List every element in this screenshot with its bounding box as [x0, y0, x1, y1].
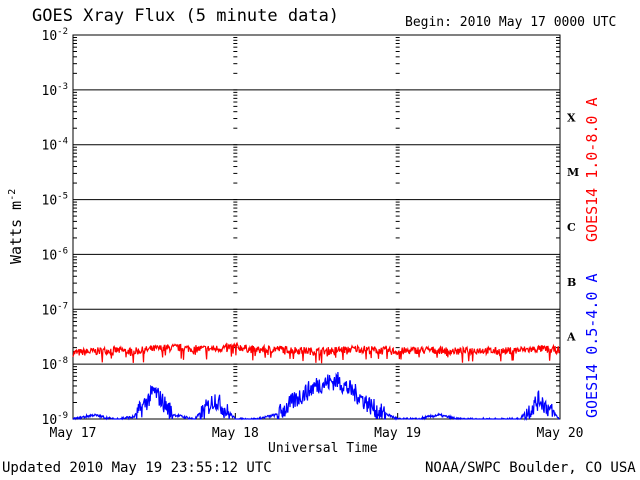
plot-frame	[72, 34, 561, 420]
y-tick-label-exponent: -7	[57, 301, 68, 311]
flare-class-label: B	[567, 276, 576, 289]
y-tick-label-exponent: -8	[57, 356, 68, 366]
y-tick-label-base: 10	[42, 248, 58, 263]
y-tick-label-exponent: -2	[57, 27, 68, 37]
y-tick-label-base: 10	[42, 139, 58, 154]
flare-class-label: C	[567, 221, 576, 234]
updated-timestamp: Updated 2010 May 19 23:55:12 UTC	[2, 460, 272, 476]
y-tick-label-base: 10	[42, 413, 58, 428]
y-tick-label: 10-8	[42, 356, 69, 373]
y-tick-label: 10-7	[42, 301, 69, 318]
y-axis-title-exponent: -2	[7, 188, 18, 201]
series-long-channel-line	[72, 341, 560, 364]
y-tick-label-base: 10	[42, 303, 58, 318]
legend-short-channel: GOES14 0.5-4.0 A	[583, 273, 601, 419]
y-tick-label-base: 10	[42, 194, 58, 209]
y-tick-label: 10-6	[42, 246, 69, 263]
begin-time-label: Begin: 2010 May 17 0000 UTC	[405, 15, 617, 30]
x-tick-label: May 17	[50, 426, 97, 441]
x-tick-label: May 18	[212, 426, 259, 441]
y-tick-label-exponent: -3	[57, 82, 68, 92]
y-tick-label: 10-9	[42, 411, 69, 428]
x-tick-label: May 19	[374, 426, 421, 441]
x-axis-title: Universal Time	[268, 441, 378, 456]
y-tick-label: 10-5	[42, 192, 69, 209]
chart-title: GOES Xray Flux (5 minute data)	[32, 6, 340, 26]
y-tick-label-exponent: -5	[57, 192, 68, 202]
legend-long-channel: GOES14 1.0-8.0 A	[583, 97, 601, 243]
flare-class-label: A	[566, 331, 576, 344]
y-tick-label-exponent: -6	[57, 246, 68, 256]
y-tick-label: 10-4	[42, 137, 69, 154]
y-tick-label-base: 10	[42, 358, 58, 373]
y-tick-label-exponent: -4	[57, 137, 68, 147]
y-axis-title: Watts m-2	[7, 189, 25, 264]
y-tick-label: 10-3	[42, 82, 69, 99]
credit-label: NOAA/SWPC Boulder, CO USA	[425, 460, 636, 476]
flare-class-label: X	[567, 111, 576, 124]
series-short-channel-line	[72, 371, 560, 421]
y-tick-label-base: 10	[42, 29, 58, 44]
y-axis-title-text: Watts m	[7, 200, 25, 264]
flare-class-label: M	[567, 166, 579, 179]
y-tick-label: 10-2	[42, 27, 69, 44]
y-tick-label-exponent: -9	[57, 411, 68, 421]
x-tick-label: May 20	[537, 426, 584, 441]
y-tick-label-base: 10	[42, 84, 58, 99]
